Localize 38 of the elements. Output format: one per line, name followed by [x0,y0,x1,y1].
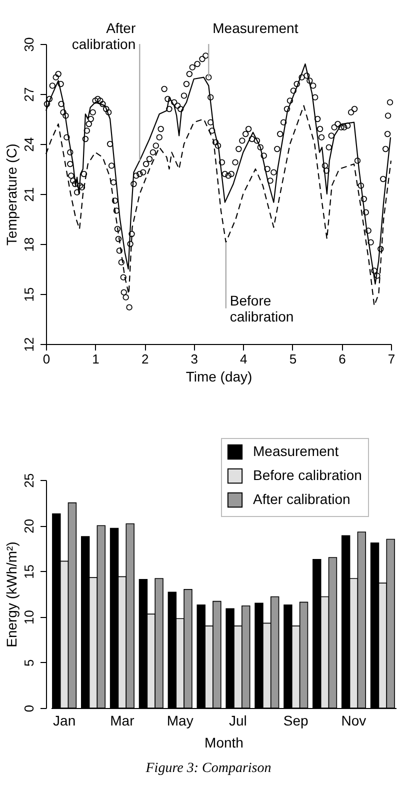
annotation: Measurement [212,20,298,36]
y-tick-label: 0 [22,704,36,712]
x-tick-label: Sep [283,712,309,728]
x-tick-label: 4 [240,352,248,366]
x-tick-label: 0 [42,352,50,366]
y-tick-label: 10 [22,610,36,625]
x-tick-label: 2 [141,352,149,366]
annotation: After calibration [72,20,136,52]
y-tick-label: 21 [22,187,36,202]
y-axis-title: Temperature (C) [4,144,20,246]
x-tick-label: Jul [229,712,247,728]
legend-label: After calibration [253,491,350,507]
x-tick-label: Jan [53,712,76,728]
y-tick-label: 30 [22,37,36,52]
y-tick-label: 15 [22,564,36,579]
y-tick-label: 25 [22,473,36,488]
legend-label: Measurement [253,443,339,459]
x-tick-label: May [166,712,194,728]
legend-label: Before calibration [253,467,362,483]
x-tick-label: 3 [190,352,198,366]
x-axis-title: Time (day) [186,368,252,384]
y-tick-label: 5 [22,659,36,667]
y-tick-label: 24 [22,137,36,152]
caption: Figure 3: Comparison [144,761,272,777]
x-tick-label: 1 [92,352,100,366]
y-axis-title: Energy (kWh/m²) [4,542,20,648]
x-tick-label: 7 [388,352,396,366]
x-tick-label: 5 [289,352,297,366]
annotation: Before calibration [230,292,294,324]
y-tick-label: 12 [22,337,36,352]
x-axis-title: Month [204,734,244,750]
x-tick-label: 6 [338,352,346,366]
y-tick-label: 20 [22,518,36,534]
y-tick-label: 15 [22,287,36,302]
x-tick-label: Mar [110,712,135,728]
y-tick-label: 18 [22,237,36,252]
x-tick-label: Nov [341,712,366,728]
y-tick-label: 27 [22,87,36,102]
